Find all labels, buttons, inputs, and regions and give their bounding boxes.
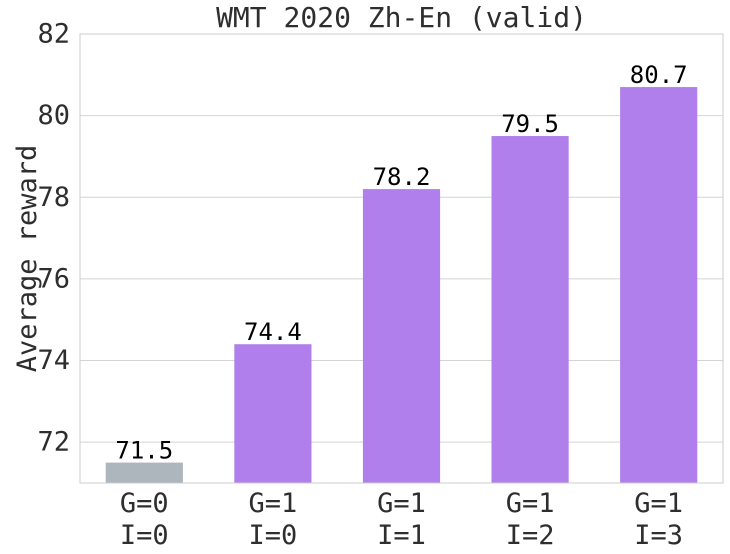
bar [491, 136, 569, 483]
x-tick-label: I=0 [120, 520, 169, 551]
y-tick-labels: 72 74 76 78 80 82 [37, 19, 70, 458]
bar [234, 344, 312, 483]
y-tick-label: 72 [37, 427, 70, 458]
x-tick-label: I=0 [249, 520, 298, 551]
x-tick-label: I=2 [506, 520, 555, 551]
y-tick-label: 74 [37, 345, 70, 376]
y-tick-label: 78 [37, 182, 70, 213]
bar [362, 189, 441, 484]
plot-frame [79, 33, 724, 484]
data-label: 71.5 [115, 437, 173, 465]
y-tick-label: 76 [37, 263, 70, 294]
y-tick-label: 82 [37, 19, 70, 50]
y-axis-label: Average reward [12, 145, 43, 373]
data-labels: 71.5 74.4 78.2 79.5 80.7 [115, 61, 687, 465]
data-label: 80.7 [630, 61, 688, 89]
x-tick-label: G=1 [377, 488, 426, 519]
x-tick-label: G=1 [506, 488, 555, 519]
x-tick-labels: G=0I=0G=1I=0G=1I=1G=1I=2G=1I=3 [120, 488, 683, 551]
data-label: 74.4 [244, 318, 302, 346]
x-tick-label: G=1 [634, 488, 683, 519]
chart-title: WMT 2020 Zh-En (valid) [216, 1, 587, 34]
y-tick-label: 80 [37, 100, 70, 131]
bar [620, 87, 698, 484]
x-tick-label: I=3 [634, 520, 683, 551]
x-tick-label: G=0 [120, 488, 169, 519]
data-label: 78.2 [373, 163, 431, 191]
x-tick-label: I=1 [377, 520, 426, 551]
data-label: 79.5 [501, 110, 559, 138]
bar [105, 462, 183, 483]
bars [105, 87, 698, 484]
x-tick-label: G=1 [249, 488, 298, 519]
